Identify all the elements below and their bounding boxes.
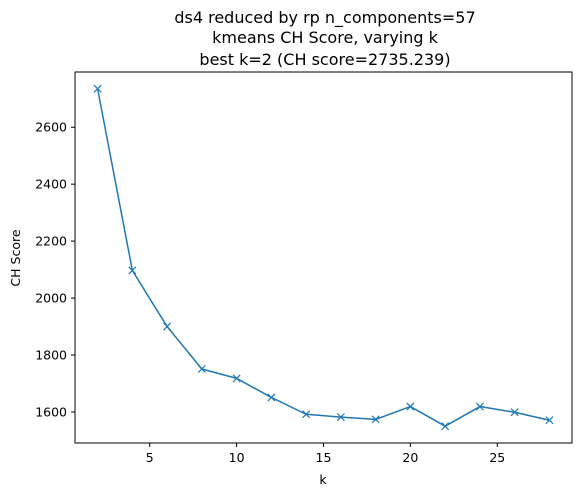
data-point-marker xyxy=(475,402,484,411)
y-tick-label: 2000 xyxy=(35,291,67,306)
plot-area xyxy=(93,84,554,431)
x-tick-label: 15 xyxy=(316,450,332,465)
x-tick-label: 5 xyxy=(146,450,154,465)
y-tick-label: 2600 xyxy=(35,120,67,135)
y-tick-label: 2400 xyxy=(35,177,67,192)
y-axis-label: CH Score xyxy=(8,229,23,286)
x-tick-label: 10 xyxy=(229,450,245,465)
data-point-marker xyxy=(232,374,241,383)
data-point-marker xyxy=(197,364,206,373)
data-point-marker xyxy=(371,415,380,424)
data-point-marker xyxy=(267,393,276,402)
x-tick-label: 20 xyxy=(402,450,418,465)
data-point-marker xyxy=(128,266,137,275)
x-axis-ticks: 5 10 15 20 25 xyxy=(146,443,505,465)
data-point-marker xyxy=(336,413,345,422)
data-point-marker xyxy=(302,410,311,419)
data-point-marker xyxy=(441,422,450,431)
y-tick-label: 2200 xyxy=(35,234,67,249)
data-point-marker xyxy=(93,84,102,93)
chart-title: ds4 reduced by rp n_components=57 kmeans… xyxy=(174,8,475,69)
plot-frame xyxy=(74,71,573,444)
data-point-marker xyxy=(510,408,519,417)
y-tick-label: 1800 xyxy=(35,348,67,363)
y-axis-ticks: 1600 1800 2000 2200 2400 2600 xyxy=(35,120,75,419)
data-point-marker xyxy=(545,416,554,425)
data-point-marker xyxy=(406,402,415,411)
data-point-marker xyxy=(163,322,172,331)
x-tick-label: 25 xyxy=(489,450,505,465)
title-line-2: kmeans CH Score, varying k xyxy=(212,28,438,47)
title-line-1: ds4 reduced by rp n_components=57 xyxy=(174,8,475,28)
x-axis-label: k xyxy=(319,472,327,487)
y-tick-label: 1600 xyxy=(35,404,67,419)
series-line xyxy=(96,87,551,427)
title-line-3: best k=2 (CH score=2735.239) xyxy=(199,50,450,69)
